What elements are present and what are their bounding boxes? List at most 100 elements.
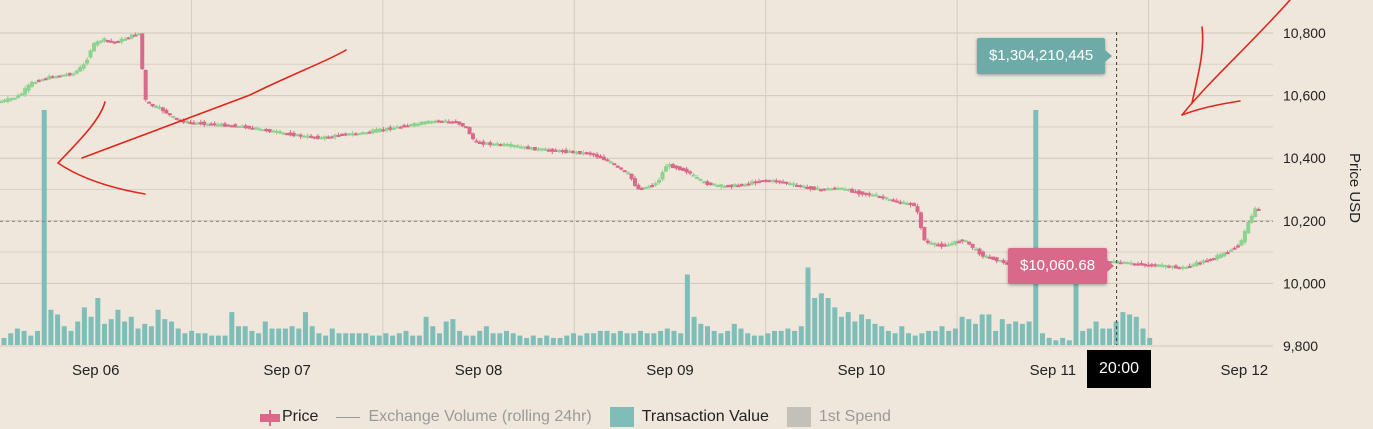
price-candle <box>822 188 827 191</box>
price-candle <box>598 155 603 159</box>
price-candle <box>522 146 527 149</box>
price-candle <box>191 122 196 125</box>
transaction-value-bar <box>403 330 409 345</box>
price-candle <box>1146 264 1151 267</box>
price-candle <box>819 189 824 192</box>
transaction-value-bar <box>28 335 34 345</box>
transaction-value-bar <box>1040 333 1045 345</box>
transaction-value-bar <box>946 330 952 345</box>
price-candle <box>908 203 913 206</box>
price-candle <box>257 128 262 131</box>
legend-label-price: Price <box>282 408 319 425</box>
price-candle <box>284 133 289 136</box>
transaction-value-bar <box>705 326 710 345</box>
price-candle <box>1242 230 1247 243</box>
price-candle <box>419 121 424 126</box>
transaction-value-bar <box>1100 328 1106 345</box>
transaction-value-bar <box>617 330 623 345</box>
transaction-value-bar <box>463 335 469 345</box>
transaction-value-bar <box>35 330 40 345</box>
price-candle <box>991 256 996 260</box>
price-candle <box>512 145 517 148</box>
price-candle <box>705 181 710 185</box>
price-candle <box>185 120 190 123</box>
legend-item-transaction-value[interactable]: Transaction Value <box>609 407 769 427</box>
transaction-value-bar <box>504 330 509 345</box>
price-candle <box>112 41 117 44</box>
transaction-value-bar <box>772 330 777 345</box>
price-candle <box>116 41 121 44</box>
price-candle <box>808 186 813 190</box>
price-candle <box>1198 262 1203 265</box>
legend-label-transaction-value: Transaction Value <box>641 408 769 425</box>
price-candle <box>1173 265 1178 269</box>
price-candle <box>832 187 837 190</box>
transaction-value-bar <box>135 328 141 345</box>
price-candle <box>939 243 944 247</box>
annotation-arrowhead-icon <box>1181 100 1241 116</box>
price-candle <box>515 145 520 148</box>
price-candle <box>505 143 510 147</box>
price-candle <box>743 184 748 187</box>
price-candle <box>50 76 55 79</box>
y-tick-label: 9,800 <box>1283 338 1318 354</box>
price-candle <box>360 132 365 135</box>
price-candle <box>309 135 314 138</box>
price-candle <box>343 133 348 136</box>
price-candle <box>729 184 734 188</box>
transaction-value-bar <box>390 335 396 345</box>
price-candle <box>5 98 10 102</box>
transaction-value-bar <box>195 333 201 345</box>
price-candle <box>760 180 765 183</box>
price-candle <box>694 176 699 179</box>
price-candle <box>536 148 541 151</box>
transaction-value-bar <box>839 316 844 345</box>
price-candle <box>436 120 441 123</box>
price-candle <box>54 76 59 79</box>
transaction-value-bar <box>303 312 308 345</box>
price-candle <box>291 132 296 137</box>
transaction-value-bar <box>262 321 268 345</box>
transaction-value-bar <box>229 312 235 345</box>
transaction-value-bar <box>410 335 416 345</box>
price-candle <box>64 74 69 77</box>
transaction-value-bar <box>383 333 389 345</box>
line-swatch-icon <box>336 416 361 418</box>
transaction-value-bar <box>309 326 315 345</box>
transaction-value-bar <box>899 326 905 345</box>
transaction-value-bar <box>919 333 925 345</box>
price-candle <box>174 117 179 120</box>
price-candle <box>1253 208 1258 217</box>
price-candle <box>646 186 651 189</box>
price-candle <box>264 128 269 132</box>
transaction-value-bar <box>128 316 134 345</box>
transaction-value-bar <box>222 335 228 345</box>
price-candle <box>932 242 937 246</box>
transaction-value-bar <box>55 314 61 345</box>
transaction-value-bar <box>711 330 717 345</box>
legend-item-exchange-volume[interactable]: Exchange Volume (rolling 24hr) <box>336 408 592 426</box>
price-candle <box>750 181 755 185</box>
transaction-value-bar <box>698 323 704 345</box>
price-candle <box>746 183 751 186</box>
price-candle <box>415 123 420 126</box>
price-candle <box>967 241 972 245</box>
legend-item-1st-spend[interactable]: 1st Spend <box>786 407 891 427</box>
price-candle <box>788 183 793 186</box>
price-candle <box>856 190 861 195</box>
transaction-value-bar <box>296 328 302 345</box>
price-candle <box>615 165 620 168</box>
transaction-value-bar <box>14 328 20 345</box>
price-candle <box>353 133 358 136</box>
price-candle <box>1239 240 1244 246</box>
transaction-value-bar <box>818 293 824 345</box>
transaction-value-bar <box>21 330 27 345</box>
transaction-value-bar <box>658 330 664 345</box>
legend-item-price[interactable]: Price <box>258 408 318 426</box>
price-candle <box>1249 215 1254 223</box>
price-candle <box>943 244 948 247</box>
price-candle <box>488 142 493 146</box>
transaction-value-bar <box>1026 321 1032 345</box>
price-candle <box>626 172 631 175</box>
